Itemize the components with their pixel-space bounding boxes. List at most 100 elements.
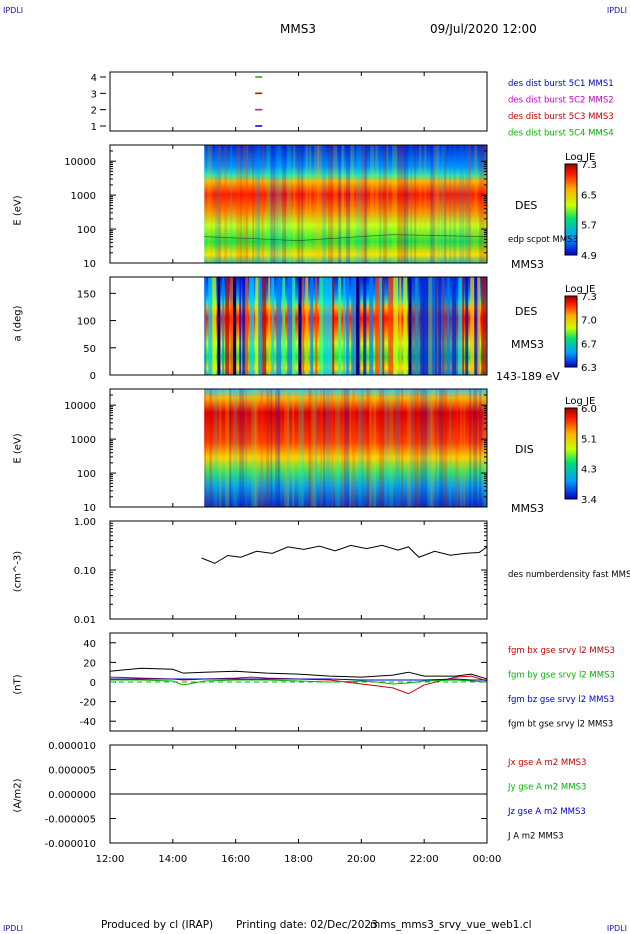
spectrogram-stripe	[287, 389, 290, 507]
availability-legend-entry: des dist burst 5C3 MMS3	[508, 112, 614, 122]
spectrogram-stripe	[392, 145, 398, 263]
spectrogram-stripe	[453, 145, 457, 263]
pitch-ytick-label: 50	[83, 344, 96, 355]
spectrogram-stripe	[341, 145, 345, 263]
availability-ytick-label: 2	[91, 106, 97, 117]
spectrogram-stripe	[262, 277, 267, 375]
spectrogram-line	[233, 277, 237, 375]
spectrogram-stripe	[333, 145, 338, 263]
spectrogram-stripe	[462, 277, 465, 375]
spectrogram-stripe	[404, 145, 409, 263]
spectrogram-stripe	[210, 145, 213, 263]
spectrogram-stripe	[439, 389, 444, 507]
panel-frame	[109, 144, 488, 264]
scpot-overlay-label: edp scpot MMS3	[508, 235, 578, 245]
spectrogram-stripe	[209, 389, 213, 507]
spectrogram-stripe	[270, 145, 276, 263]
spectrogram-stripe	[236, 145, 241, 263]
colorbar-tick-label: 6.3	[581, 363, 597, 374]
spectrogram-stripe	[477, 277, 481, 375]
spectrogram-stripe	[361, 145, 367, 263]
spectrogram-stripe	[419, 145, 422, 263]
des-panel-label: DES	[515, 199, 537, 212]
spectrogram-stripe	[282, 145, 287, 263]
spectrogram-stripe	[282, 277, 286, 375]
spectrogram-stripe	[328, 145, 334, 263]
spectrogram-stripe	[444, 145, 447, 263]
field-ytick-label: -20	[80, 698, 96, 709]
des-spacecraft-label: MMS3	[511, 258, 544, 271]
panel-frame	[109, 520, 488, 620]
availability-legend-entry: des dist burst 5C1 MMS1	[508, 79, 614, 89]
spectrogram-stripe	[469, 389, 472, 507]
current-legend-entry: J A m2 MMS3	[507, 832, 564, 842]
spectrogram-stripe	[249, 277, 255, 375]
spectrogram-stripe	[243, 145, 249, 263]
spectrogram-stripe	[305, 145, 309, 263]
spectrogram-stripe	[338, 145, 342, 263]
current-ytick-label: -0.000005	[45, 815, 96, 826]
spectrogram-stripe	[399, 277, 402, 375]
spectrogram-stripe	[373, 389, 377, 507]
spectrogram-stripe	[284, 389, 290, 507]
spectrogram-stripe	[207, 145, 211, 263]
spectrogram-stripe	[358, 389, 362, 507]
spectrogram-stripe	[254, 389, 259, 507]
spectrogram-stripe	[414, 389, 420, 507]
colorbar-title: Log JE	[565, 396, 595, 407]
spectrogram-line	[217, 277, 221, 375]
spectrogram-stripe	[410, 145, 413, 263]
spectrogram-stripe	[311, 389, 317, 507]
des-energy-ytick-label: 10000	[64, 157, 96, 168]
availability-legend-entry: des dist burst 5C2 MMS2	[508, 96, 614, 106]
colorbar-tick-label: 3.4	[581, 495, 597, 506]
spectrogram-stripe	[242, 277, 246, 375]
spectrogram-stripe	[389, 389, 394, 507]
pitch-spacecraft-label: MMS3	[511, 338, 544, 351]
x-tick-label: 20:00	[347, 854, 376, 865]
spectrogram-stripe	[240, 145, 243, 263]
spectrogram-stripe	[414, 145, 417, 263]
colorbar-tick-label: 5.7	[581, 221, 597, 232]
spectrogram-stripe	[424, 389, 428, 507]
spectrogram-stripe	[204, 145, 207, 263]
spectrogram-stripe	[261, 145, 265, 263]
spectrogram-stripe	[395, 389, 401, 507]
dis-energy-ytick-label: 10	[83, 503, 96, 514]
spectrogram-stripe	[301, 145, 304, 263]
spectrogram-stripe	[287, 277, 293, 375]
corner-mark-top-left: IPDLI	[3, 6, 24, 15]
colorbar-tick-label: 7.3	[581, 292, 597, 303]
spectrogram-stripe	[208, 277, 214, 375]
field-legend-entry: fgm bx gse srvy l2 MMS3	[508, 646, 615, 656]
spectrogram-field	[204, 145, 487, 263]
spectrogram-stripe	[420, 389, 425, 507]
spectrogram-stripe	[441, 145, 447, 263]
dis-spacecraft-label: MMS3	[511, 502, 544, 515]
x-tick-label: 22:00	[410, 854, 439, 865]
corner-mark-top-right: IPDLI	[606, 6, 627, 15]
field-ytick-label: -40	[80, 717, 96, 728]
current-legend-entry: Jz gse A m2 MMS3	[507, 807, 586, 817]
des-energy-ytick-label: 100	[77, 225, 96, 236]
spectrogram-stripe	[278, 389, 281, 507]
spectrogram-stripe	[401, 389, 404, 507]
x-tick-label: 16:00	[221, 854, 250, 865]
colorbar-tick-label: 6.5	[581, 190, 597, 201]
spectrogram-stripe	[465, 145, 471, 263]
spectrogram-stripe	[266, 389, 270, 507]
spectrogram-stripe	[277, 145, 282, 263]
des-energy-ytick-label: 10	[83, 259, 96, 270]
spectrogram-stripe	[222, 277, 225, 375]
spectrogram-stripe	[276, 277, 282, 375]
spectrogram-stripe	[350, 145, 355, 263]
spacecraft-title: MMS3	[280, 22, 316, 36]
spectrogram-stripe	[219, 389, 222, 507]
spectrogram-stripe	[319, 277, 324, 375]
spectrogram-stripe	[239, 389, 245, 507]
colorbar	[564, 407, 578, 500]
spectrogram-stripe	[388, 277, 394, 375]
spectrogram-stripe	[430, 145, 436, 263]
spectrogram-stripe	[484, 145, 487, 263]
spectrogram-stripe	[338, 277, 342, 375]
